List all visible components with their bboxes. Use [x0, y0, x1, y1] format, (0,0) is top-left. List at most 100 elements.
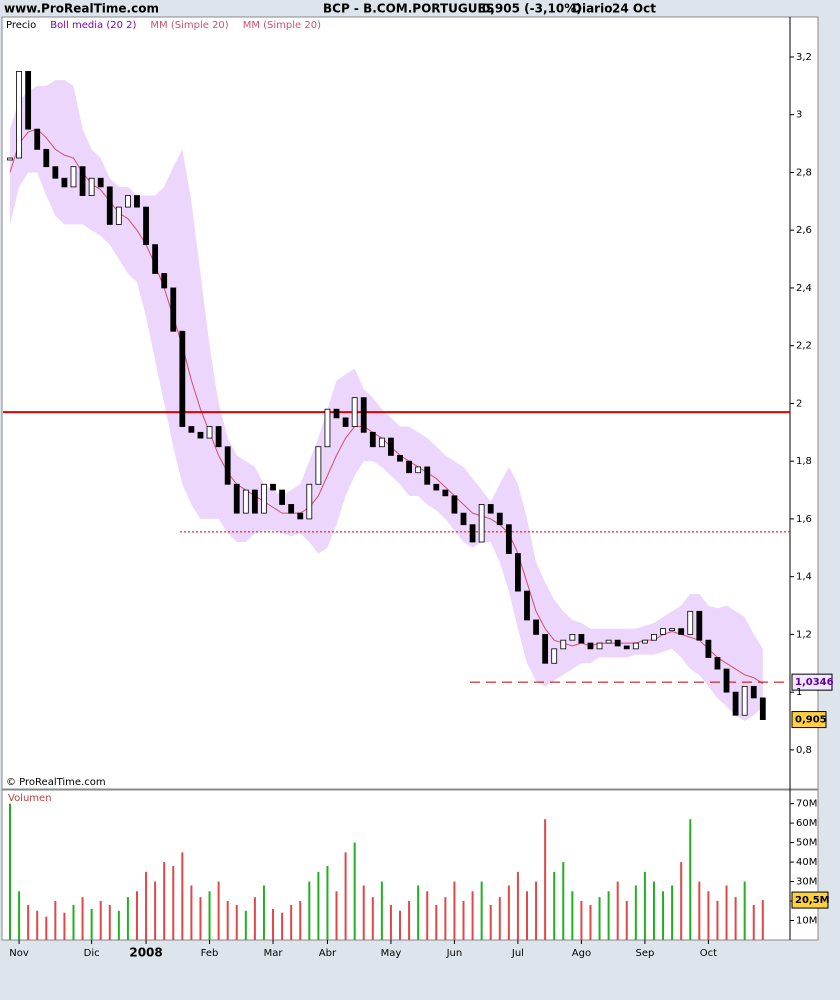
y-tick-label: 3	[796, 110, 802, 121]
y-tick-label: 1,6	[796, 514, 812, 525]
volume-bar	[226, 901, 229, 940]
volume-bar	[417, 885, 420, 940]
volume-bar	[435, 904, 438, 940]
legend-entry: Boll media (20 2)	[50, 20, 136, 31]
candle	[360, 397, 367, 433]
candle	[388, 437, 394, 456]
volume-bar	[335, 891, 338, 940]
volume-bar	[616, 881, 619, 940]
volume-bar	[199, 897, 202, 940]
candle	[297, 512, 304, 520]
volume-bar	[489, 904, 492, 940]
candle	[660, 628, 666, 635]
volume-bar	[553, 871, 556, 940]
candle	[97, 177, 104, 188]
candle	[224, 446, 231, 485]
volume-bar	[671, 885, 674, 940]
volume-bar	[698, 881, 701, 940]
volume-bar	[689, 819, 692, 940]
candle	[415, 466, 422, 474]
volume-bar	[535, 881, 538, 940]
candle	[351, 397, 358, 427]
volume-bar	[743, 881, 746, 940]
candle	[397, 455, 403, 462]
volume-bar	[734, 897, 737, 940]
x-tick-label: Dic	[84, 948, 100, 959]
candle	[279, 489, 286, 505]
candle	[7, 157, 13, 161]
volume-bar	[580, 901, 583, 940]
candle	[723, 668, 730, 693]
date: 24 Oct	[612, 2, 656, 16]
volume-bar	[399, 910, 402, 940]
candle	[134, 195, 140, 208]
volume-bar	[598, 897, 601, 940]
candle	[487, 504, 494, 514]
y-tick-label: 2,8	[796, 167, 812, 178]
candle	[88, 177, 95, 196]
volume-bar	[544, 819, 547, 940]
x-tick-label: Jul	[511, 948, 524, 959]
candle	[170, 287, 177, 332]
x-tick-label: 2008	[129, 946, 162, 960]
candle	[424, 466, 431, 485]
volume-bar	[208, 891, 211, 940]
level-label: 1,0346	[795, 677, 834, 688]
volume-bar	[126, 897, 129, 940]
instrument: BCP - B.COM.PORTUGUES	[323, 2, 494, 16]
candle	[651, 634, 657, 641]
candle	[669, 628, 676, 632]
volume-bar	[380, 881, 383, 940]
volume-bar	[516, 871, 519, 940]
candle	[642, 639, 648, 644]
volume-bar	[607, 891, 610, 940]
volume-bar	[362, 885, 365, 940]
volume-bar	[145, 871, 148, 940]
candle	[551, 648, 558, 664]
candle	[342, 417, 349, 427]
candle	[306, 483, 313, 520]
volume-bar	[716, 901, 719, 940]
candle	[496, 512, 503, 526]
y-tick-label: 1,8	[796, 456, 812, 467]
y-tick-label: 30M	[796, 877, 817, 888]
candle	[533, 619, 539, 635]
candle	[215, 426, 222, 448]
volume-title: Volumen	[8, 793, 52, 804]
candle	[687, 610, 694, 635]
volume-bar	[244, 910, 247, 940]
volume-bar	[353, 842, 356, 940]
volume-bar	[471, 891, 474, 940]
candle	[143, 206, 149, 246]
candle	[605, 639, 612, 644]
volume-bar	[163, 862, 166, 940]
candle	[578, 634, 585, 644]
candle	[16, 71, 22, 159]
candle	[515, 553, 521, 592]
volume-bar	[625, 901, 628, 940]
candle	[451, 495, 458, 514]
y-tick-label: 1,2	[796, 629, 812, 640]
candle	[206, 426, 213, 439]
candle	[478, 504, 485, 543]
candle	[442, 489, 449, 497]
candle	[233, 483, 240, 514]
candle	[433, 483, 440, 491]
volume-bar	[9, 803, 11, 940]
candle	[125, 195, 131, 208]
candle	[288, 504, 295, 514]
x-tick-label: Ago	[572, 948, 591, 959]
candle	[333, 408, 340, 419]
candle	[714, 657, 721, 670]
volume-bar	[81, 897, 84, 940]
volume-bar	[18, 891, 21, 940]
candle	[632, 642, 639, 650]
volume-bar	[72, 904, 75, 940]
candle	[197, 431, 204, 439]
volume-bar	[462, 901, 465, 940]
candle	[179, 330, 186, 427]
y-tick-label: 0,8	[796, 745, 812, 756]
volume-bar	[299, 901, 302, 940]
candle	[315, 446, 322, 485]
